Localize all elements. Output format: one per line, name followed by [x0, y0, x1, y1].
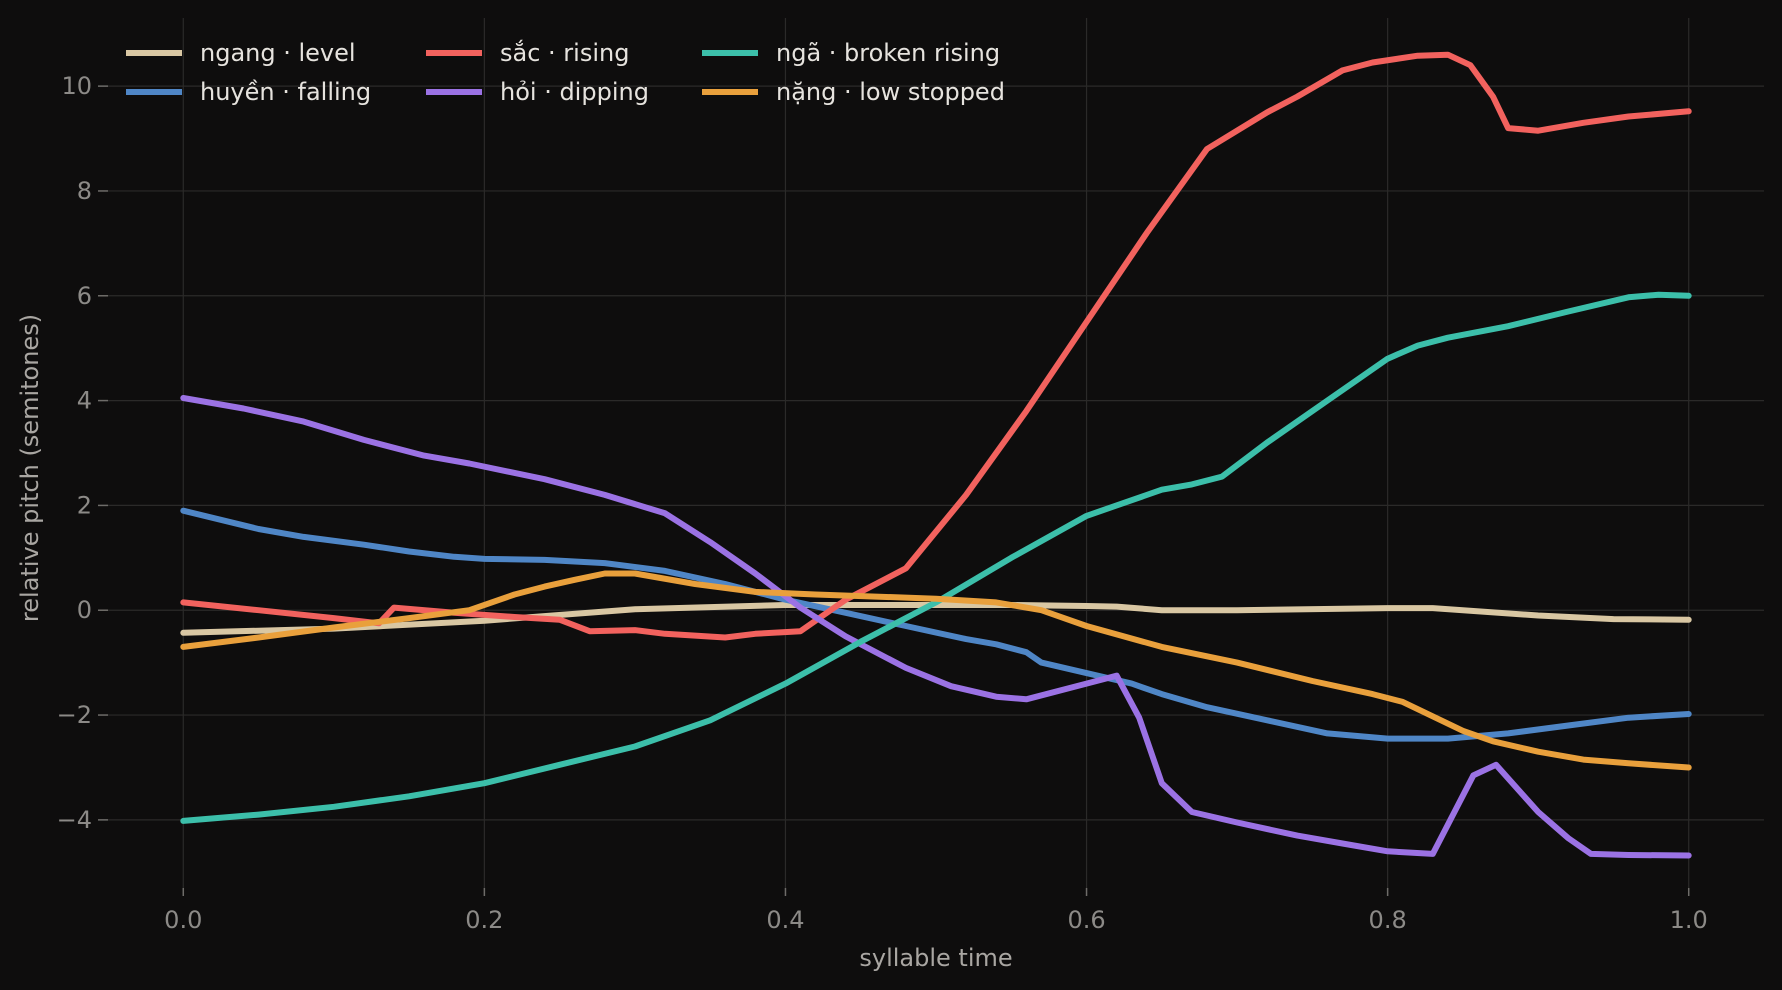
x-tick-label: 0.6	[1067, 906, 1105, 934]
y-tick-label: 6	[77, 282, 92, 310]
legend-label: ngang · level	[200, 39, 356, 67]
series-layer	[180, 51, 1692, 859]
x-axis-label: syllable time	[859, 944, 1012, 972]
series-line-5	[180, 570, 1692, 771]
legend-item: ngang · level	[126, 39, 356, 67]
legend-label: hỏi · dipping	[500, 78, 649, 106]
legend-item: nặng · low stopped	[702, 78, 1005, 106]
legend-label: huyền · falling	[200, 78, 371, 106]
y-tick-label: 2	[77, 491, 92, 519]
series-line-0	[180, 602, 1692, 636]
legend-label: nặng · low stopped	[776, 78, 1005, 106]
x-tick-label: 1.0	[1670, 906, 1708, 934]
series-line-1	[180, 507, 1692, 742]
series-line-4	[180, 291, 1692, 824]
x-tick-label: 0.4	[766, 906, 804, 934]
y-tick-label: 0	[77, 596, 92, 624]
legend-item: huyền · falling	[126, 78, 371, 106]
y-tick-label: 10	[61, 72, 92, 100]
series-line-3	[180, 395, 1692, 859]
y-tick-label: 8	[77, 177, 92, 205]
legend-label: sắc · rising	[500, 38, 629, 67]
y-tick-label: 4	[77, 387, 92, 415]
legend-item: hỏi · dipping	[426, 78, 649, 106]
x-tick-label: 0.2	[465, 906, 503, 934]
legend-item: ngã · broken rising	[702, 39, 1000, 67]
y-axis-label: relative pitch (semitones)	[16, 314, 44, 622]
axis-ticks: 0.0 0.2 0.4 0.6 0.8 1.0 −4 −2 0 2 4 6 8 10	[57, 72, 1708, 934]
series-line-2	[180, 51, 1692, 641]
x-tick-label: 0.8	[1369, 906, 1407, 934]
y-tick-label: −4	[57, 806, 92, 834]
legend-label: ngã · broken rising	[776, 39, 1000, 67]
x-tick-label: 0.0	[164, 906, 202, 934]
y-tick-label: −2	[57, 701, 92, 729]
legend: ngang · level huyền · falling sắc · rising…	[126, 38, 1005, 106]
grid	[108, 18, 1764, 888]
legend-item: sắc · rising	[426, 38, 629, 67]
